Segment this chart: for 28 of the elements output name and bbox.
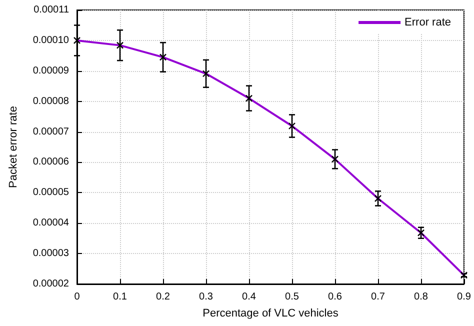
point xyxy=(245,94,253,102)
y-tick-label: 0.00004 xyxy=(32,218,70,229)
x-tick-label: 0 xyxy=(74,292,80,302)
y-axis-title: Packet error rate xyxy=(8,106,20,188)
y-tick-label: 0.00008 xyxy=(32,96,70,107)
x-tick-label: 0.5 xyxy=(285,292,300,302)
y-tick-label: 0.00006 xyxy=(32,156,70,168)
y-tick-label: 0.00010 xyxy=(32,34,70,46)
point xyxy=(331,156,339,163)
x-tick-label: 0.9 xyxy=(457,292,472,302)
y-tick-label: 0.00011 xyxy=(34,4,70,16)
point xyxy=(417,229,425,236)
x-tick-label: 0.2 xyxy=(156,292,170,302)
y-tick-label: 0.00007 xyxy=(32,126,70,138)
y-tick-label: 0.00005 xyxy=(32,187,70,198)
x-tick-label: 0.6 xyxy=(328,292,342,302)
point xyxy=(159,54,167,61)
x-tick-label: 0.1 xyxy=(113,292,128,302)
x-tick-label: 0.7 xyxy=(371,292,386,302)
legend-label: Error rate xyxy=(404,16,452,28)
x-tick-label: 0.4 xyxy=(242,292,256,302)
y-tick-label: 0.00002 xyxy=(32,278,70,290)
y-tick-label: 0.00009 xyxy=(32,65,70,76)
x-axis-title: Percentage of VLC vehicles xyxy=(202,308,339,320)
y-tick-label: 0.00003 xyxy=(32,248,70,260)
x-tick-label: 0.3 xyxy=(199,292,214,302)
x-tick-label: 0.8 xyxy=(414,292,428,302)
point xyxy=(116,42,124,49)
